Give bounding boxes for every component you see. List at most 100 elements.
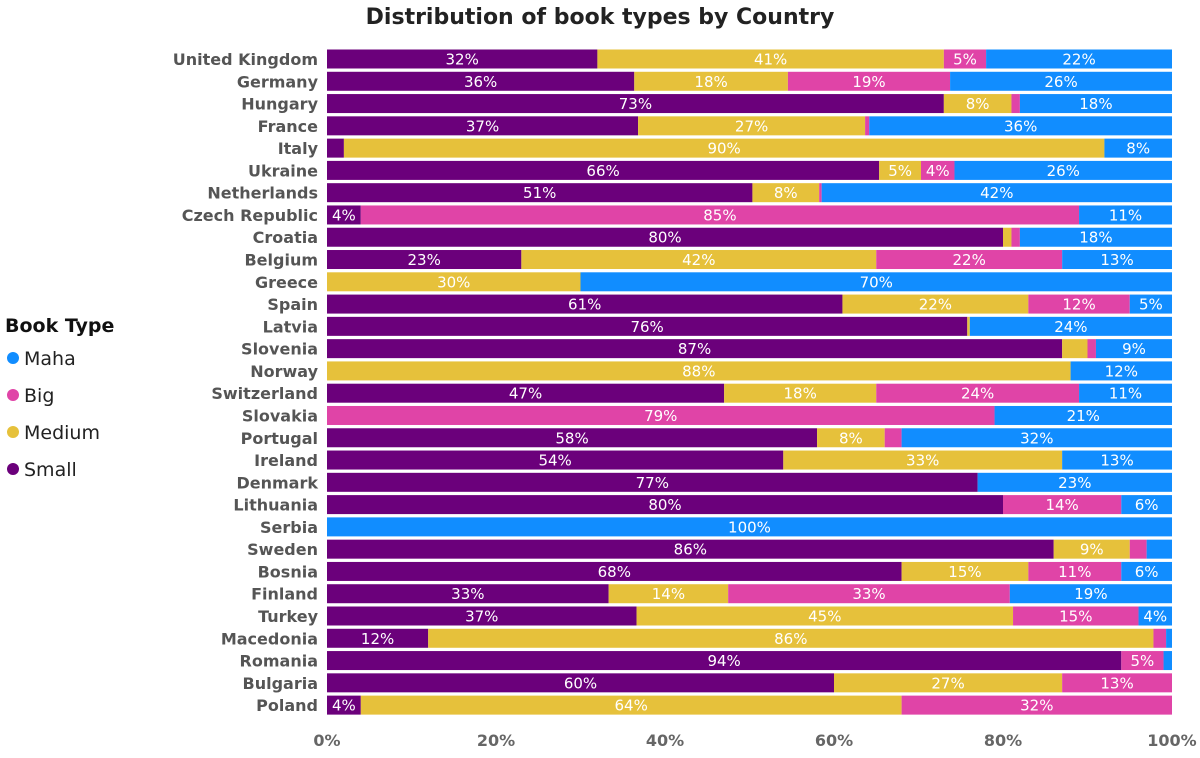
bar-segment-maha [1129, 294, 1172, 314]
category-label: Poland [256, 696, 318, 715]
x-tick-label: 60% [815, 731, 853, 750]
bar-segment-maha [1104, 138, 1172, 158]
data-label: 37% [465, 608, 498, 626]
data-label: 45% [808, 608, 841, 626]
legend-title: Book Type [5, 315, 114, 337]
bar-segment-maha [969, 316, 1172, 336]
data-label: 24% [1054, 318, 1087, 336]
data-label: 5% [888, 162, 912, 180]
data-label: 18% [694, 73, 727, 91]
bar-segment-small [327, 673, 834, 693]
bar-segment-small [327, 495, 1003, 515]
bar-segment-maha [1062, 250, 1172, 270]
bar-segment-small [327, 227, 1003, 247]
bar-segment-small [327, 316, 968, 336]
bar-segment-medium [327, 272, 581, 292]
bar-segment-medium [343, 138, 1105, 158]
legend-item: Medium [24, 422, 100, 444]
data-label: 85% [703, 206, 736, 224]
category-label: Spain [267, 295, 318, 314]
data-label: 24% [961, 385, 994, 403]
data-label: 42% [682, 251, 715, 269]
category-label: Portugal [241, 429, 318, 448]
data-label: 8% [966, 95, 990, 113]
data-label: 47% [509, 385, 542, 403]
data-label: 18% [1079, 229, 1112, 247]
category-label: Bulgaria [243, 674, 319, 693]
data-label: 100% [728, 518, 771, 536]
bar-segment-big [787, 71, 951, 91]
data-label: 70% [860, 273, 893, 291]
bar-segment-medium [943, 94, 1012, 114]
bar-segment-medium [521, 250, 877, 270]
bar-segment-big [1013, 606, 1139, 626]
data-label: 8% [839, 429, 863, 447]
data-label: 61% [568, 296, 601, 314]
data-label: 58% [555, 429, 588, 447]
category-label: Latvia [263, 317, 318, 336]
legend-marker [7, 352, 19, 364]
bar-segment-medium [638, 116, 866, 136]
data-label: 54% [538, 452, 571, 470]
data-label: 51% [523, 184, 556, 202]
category-label: Slovakia [242, 406, 318, 425]
bar-segment-big [1011, 94, 1020, 114]
data-label: 77% [636, 474, 669, 492]
bar-segment-small [327, 539, 1054, 559]
bar-segment-maha [1079, 383, 1172, 403]
bar-segment-big [1062, 673, 1172, 693]
bar-segment-medium [1053, 539, 1130, 559]
data-label: 15% [948, 563, 981, 581]
category-label: Norway [250, 362, 318, 381]
data-label: 6% [1135, 496, 1159, 514]
category-label: Denmark [236, 473, 318, 492]
data-label: 42% [980, 184, 1013, 202]
data-label: 36% [464, 73, 497, 91]
bar-segment-big [884, 428, 902, 448]
bar-segment-big [876, 250, 1063, 270]
category-label: Italy [278, 139, 319, 158]
data-label: 6% [1135, 563, 1159, 581]
bar-segment-medium [842, 294, 1029, 314]
bar-segment-big [865, 116, 870, 136]
bar-segment-maha [1095, 339, 1172, 359]
bar-segment-small [327, 71, 635, 91]
bar-segment-medium [428, 628, 1154, 648]
data-label: 21% [1067, 407, 1100, 425]
data-label: 18% [784, 385, 817, 403]
data-label: 33% [852, 585, 885, 603]
bar-segment-medium [636, 606, 1014, 626]
legend-item: Big [24, 385, 54, 407]
bar-segment-big [1121, 651, 1164, 671]
bar-segment-medium [834, 673, 1063, 693]
bar-segment-medium [1062, 339, 1088, 359]
data-label: 32% [1020, 429, 1053, 447]
category-label: Greece [255, 273, 318, 292]
category-label: Croatia [253, 228, 318, 247]
category-label: Bosnia [258, 562, 318, 581]
bar-segment-small [327, 339, 1063, 359]
bar-segment-maha [580, 272, 1172, 292]
bar-segment-small [327, 561, 902, 581]
data-label: 13% [1100, 674, 1133, 692]
bar-segment-medium [752, 183, 820, 203]
bar-segment-maha [1009, 584, 1172, 604]
data-label: 13% [1100, 251, 1133, 269]
data-label: 27% [735, 117, 768, 135]
data-label: 68% [598, 563, 631, 581]
category-label: Netherlands [207, 184, 318, 203]
bar-segment-medium [901, 561, 1029, 581]
bar-segment-small [327, 250, 522, 270]
bar-segment-small [327, 383, 725, 403]
bar-segment-maha [1070, 361, 1172, 381]
data-label: 37% [466, 117, 499, 135]
category-label: Serbia [260, 518, 318, 537]
data-label: 23% [408, 251, 441, 269]
category-labels: United Kingdom Germany Hungary France Italy U… [173, 50, 319, 715]
data-label: 30% [437, 273, 470, 291]
bar-segment-medium [360, 695, 902, 715]
category-label: Belgium [244, 251, 318, 270]
data-label: 4% [1143, 608, 1167, 626]
category-label: Finland [251, 585, 318, 604]
data-label: 26% [1044, 73, 1077, 91]
